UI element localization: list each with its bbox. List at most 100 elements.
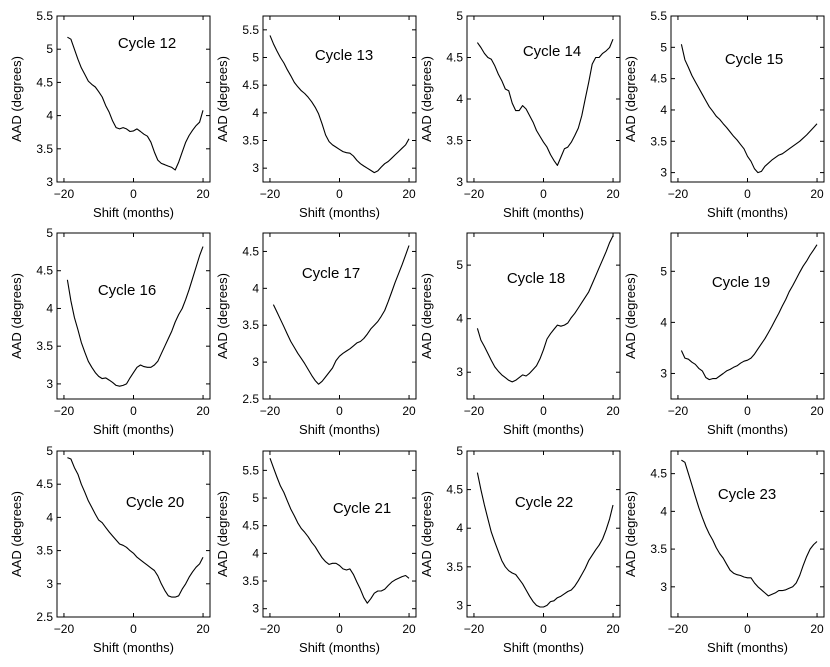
chart-panel: −20 0 20 3 3.5 4 4.5 5 5.5 Shift (months) AAD (deg…: [9, 9, 211, 220]
y-tick-label: 3: [252, 602, 259, 616]
y-tick-label: 4: [456, 92, 463, 106]
data-series-line: [681, 459, 818, 597]
y-tick-label: 5: [660, 40, 667, 54]
chart-panel: −20 0 20 2.5 3 3.5 4 4.5 5 Shift (months) AAD (deg…: [9, 444, 211, 655]
chart-panel: −20 0 20 3 3.5 4 4.5 5 Shift (months) AAD (degree…: [419, 9, 621, 220]
y-axis-label: AAD (degrees): [215, 56, 230, 142]
x-tick-label: −20: [668, 622, 689, 636]
x-axis-label: Shift (months): [707, 640, 788, 655]
y-tick-label: 5: [252, 491, 259, 505]
chart-title: Cycle 18: [507, 270, 565, 287]
chart-title: Cycle 19: [712, 274, 770, 291]
chart-title: Cycle 15: [725, 51, 783, 68]
y-axis-label: AAD (degrees): [623, 273, 638, 359]
chart-title: Cycle 16: [98, 282, 156, 299]
x-axis-label: Shift (months): [707, 205, 788, 220]
y-tick-label: 4: [660, 504, 667, 518]
x-axis-label: Shift (months): [299, 640, 380, 655]
y-tick-label: 3.5: [446, 134, 463, 148]
y-tick-label: 4.5: [650, 72, 667, 86]
y-tick-label: 3: [46, 577, 53, 591]
y-tick-label: 4: [252, 281, 259, 295]
y-tick-label: 4: [456, 521, 463, 535]
y-tick-label: 4.5: [36, 477, 53, 491]
y-tick-label: 4: [660, 315, 667, 329]
x-tick-label: 0: [130, 622, 137, 636]
data-series-line: [476, 472, 614, 608]
data-series-line: [269, 35, 410, 174]
chart-title: Cycle 22: [515, 494, 573, 511]
chart-title: Cycle 20: [126, 494, 184, 511]
y-tick-label: 3.5: [36, 339, 53, 353]
plot-frame: [262, 450, 417, 618]
chart-panel: −20 0 20 3 3.5 4 4.5 Shift (months) AAD (degrees…: [623, 450, 825, 655]
y-tick-label: 4.5: [446, 483, 463, 497]
x-tick-label: 20: [810, 622, 824, 636]
x-tick-label: 20: [606, 187, 620, 201]
data-series-line: [476, 235, 614, 383]
x-tick-label: 20: [402, 622, 416, 636]
y-tick-label: 4: [456, 312, 463, 326]
y-tick-label: 3.5: [242, 574, 259, 588]
x-axis-label: Shift (months): [503, 640, 584, 655]
x-tick-label: 20: [402, 187, 416, 201]
plot-frame: [466, 450, 621, 618]
x-axis-label: Shift (months): [707, 422, 788, 437]
chart-panel: −20 0 20 3 3.5 4 4.5 5 Shift (months) AAD (degree…: [419, 444, 621, 655]
x-tick-label: 20: [606, 622, 620, 636]
y-tick-label: 5: [252, 51, 259, 65]
x-tick-label: 0: [336, 404, 343, 418]
data-series-line: [476, 38, 614, 166]
y-tick-label: 3: [46, 175, 53, 189]
y-tick-label: 5: [456, 9, 463, 23]
chart-title: Cycle 14: [523, 43, 581, 60]
data-series-line: [680, 44, 818, 174]
y-tick-label: 3: [456, 175, 463, 189]
plot-frame: [466, 232, 621, 400]
x-axis-label: Shift (months): [93, 422, 174, 437]
y-tick-label: 3.5: [242, 318, 259, 332]
y-tick-label: 5: [46, 226, 53, 240]
y-tick-label: 3.5: [650, 542, 667, 556]
y-tick-label: 4: [252, 106, 259, 120]
y-tick-label: 4.5: [242, 78, 259, 92]
x-tick-label: 0: [130, 187, 137, 201]
x-tick-label: 0: [540, 622, 547, 636]
x-tick-label: 0: [336, 187, 343, 201]
y-tick-label: 4: [252, 546, 259, 560]
y-tick-label: 3: [456, 598, 463, 612]
plot-frame: [466, 15, 621, 183]
y-tick-label: 3: [660, 580, 667, 594]
y-tick-label: 3.5: [36, 142, 53, 156]
y-tick-label: 4: [46, 510, 53, 524]
x-tick-label: 20: [810, 187, 824, 201]
y-tick-label: 4.5: [446, 51, 463, 65]
x-tick-label: 20: [196, 187, 210, 201]
y-axis-label: AAD (degrees): [9, 56, 24, 142]
chart-panel: −20 0 20 3 4 5 Shift (months) AAD (degrees) Cycl…: [623, 232, 825, 437]
x-axis-label: Shift (months): [299, 422, 380, 437]
y-tick-label: 4: [46, 109, 53, 123]
y-axis-label: AAD (degrees): [9, 273, 24, 359]
y-tick-label: 3: [660, 166, 667, 180]
y-tick-label: 3.5: [242, 134, 259, 148]
plot-frame: [670, 232, 825, 400]
chart-title: Cycle 17: [302, 265, 360, 282]
y-tick-label: 5.5: [36, 9, 53, 23]
x-tick-label: −20: [260, 622, 281, 636]
chart-title: Cycle 23: [718, 486, 776, 503]
plot-frame: [670, 450, 825, 618]
data-series-line: [269, 458, 410, 604]
y-tick-label: 3: [252, 355, 259, 369]
y-tick-label: 5: [46, 444, 53, 458]
y-axis-label: AAD (degrees): [623, 56, 638, 142]
y-tick-label: 3.5: [446, 560, 463, 574]
x-tick-label: 20: [810, 404, 824, 418]
y-tick-label: 2.5: [36, 610, 53, 624]
x-tick-label: 0: [540, 187, 547, 201]
y-tick-label: 3: [660, 366, 667, 380]
y-tick-label: 3: [456, 365, 463, 379]
chart-panel: −20 0 20 3 3.5 4 4.5 5 5.5 Shift (months) AAD (deg…: [623, 9, 825, 220]
y-axis-label: AAD (degrees): [623, 491, 638, 577]
